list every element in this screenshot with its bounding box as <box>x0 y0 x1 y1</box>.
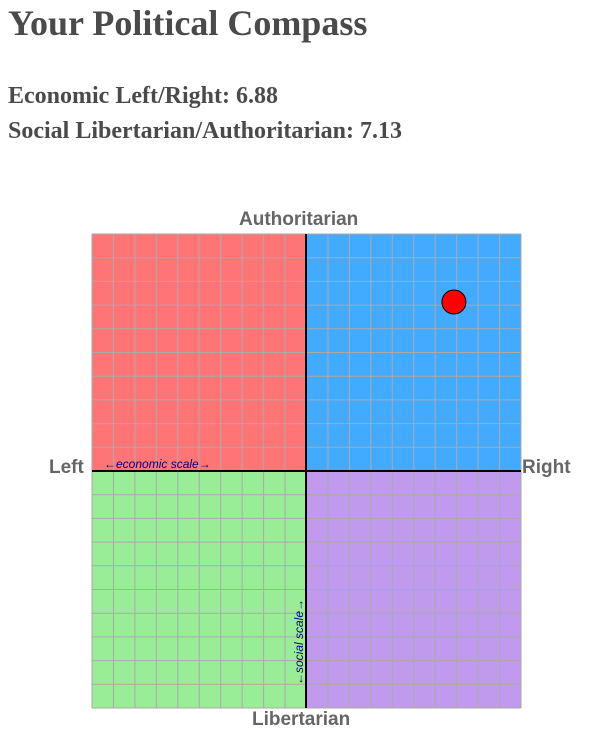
economic-score-value: 6.88 <box>235 83 278 109</box>
economic-score: Economic Left/Right: 6.88 <box>8 83 278 110</box>
axis-label-right: Right <box>522 457 571 478</box>
axis-label-libertarian: Libertarian <box>252 709 351 730</box>
social-score-label: Social Libertarian/Authoritarian: <box>8 118 354 144</box>
page-title: Your Political Compass <box>8 3 368 43</box>
axis-label-left: Left <box>49 457 84 478</box>
economic-scale-label: ←economic scale→ <box>104 457 211 471</box>
social-scale-label: ←social scale→ <box>292 599 306 685</box>
axis-label-authoritarian: Authoritarian <box>239 209 359 230</box>
social-score-value: 7.13 <box>359 118 402 144</box>
social-score: Social Libertarian/Authoritarian: 7.13 <box>8 118 402 145</box>
user-position-marker <box>441 289 467 315</box>
economic-score-label: Economic Left/Right: <box>8 83 230 109</box>
